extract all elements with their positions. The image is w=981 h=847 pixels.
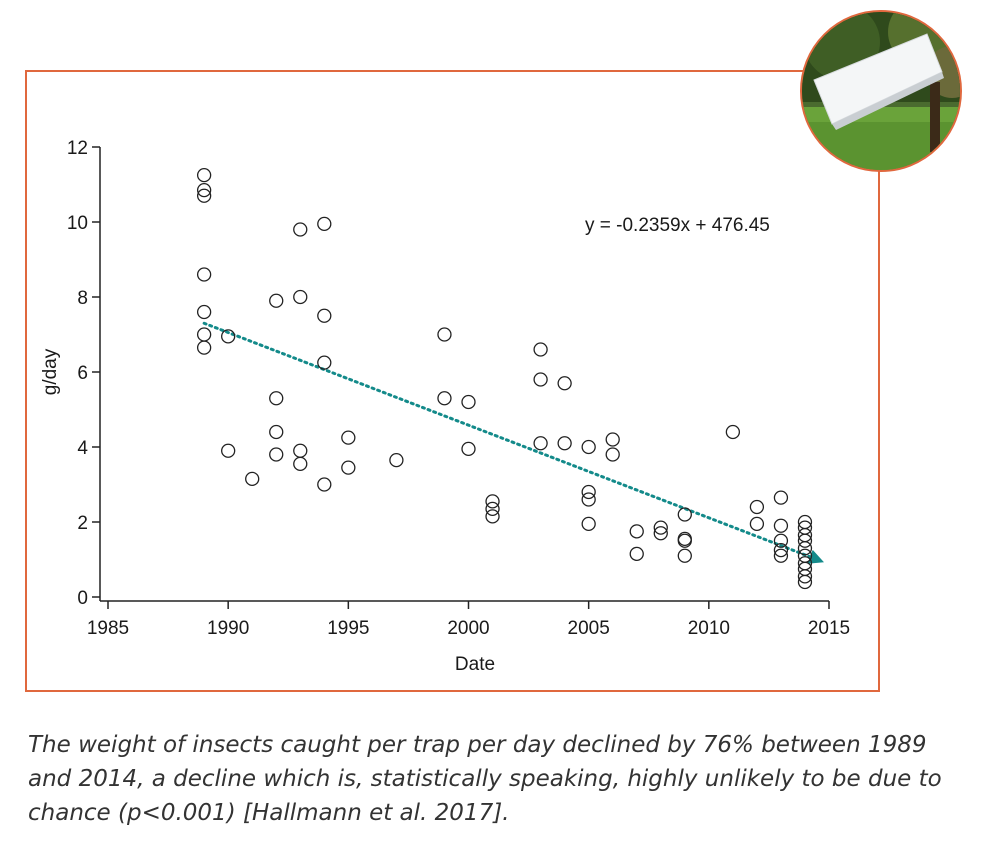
data-point	[269, 447, 284, 462]
data-point	[437, 327, 452, 342]
trap-photo-illustration	[802, 12, 960, 170]
data-point	[797, 569, 813, 584]
y-tick-label: 8	[77, 288, 88, 309]
data-point	[293, 222, 308, 237]
data-point	[533, 436, 548, 451]
data-point	[317, 355, 332, 370]
y-axis: 0 2 4 6 8 10 12	[67, 138, 101, 609]
y-tick-label: 6	[77, 363, 88, 384]
data-point	[196, 182, 212, 198]
data-point	[245, 471, 260, 487]
data-point	[293, 289, 308, 305]
data-point	[797, 514, 813, 530]
y-tick-label: 0	[77, 588, 88, 609]
data-point	[797, 520, 813, 535]
data-point	[797, 527, 813, 543]
data-point	[196, 340, 212, 355]
data-point	[749, 516, 765, 532]
x-axis-title: Date	[455, 654, 495, 675]
y-tick-label: 4	[77, 438, 88, 459]
data-point	[653, 520, 668, 535]
data-point	[317, 308, 332, 323]
data-point	[797, 541, 813, 556]
x-tick-label: 2015	[808, 618, 850, 639]
insect-trap-photo	[800, 10, 962, 172]
x-tick-label: 2005	[568, 618, 610, 639]
data-point	[605, 447, 620, 462]
data-point	[269, 424, 284, 440]
data-point	[389, 452, 404, 468]
data-point	[581, 439, 596, 455]
data-point	[773, 542, 789, 558]
data-point	[581, 516, 596, 532]
data-point	[317, 477, 332, 492]
data-point	[437, 391, 452, 406]
data-point	[773, 518, 789, 533]
data-point	[605, 432, 620, 447]
data-point	[797, 556, 813, 571]
x-tick-label: 1990	[207, 618, 249, 639]
trend-line	[202, 321, 824, 564]
data-point	[581, 484, 596, 500]
data-point	[196, 267, 212, 282]
data-point	[557, 376, 572, 391]
y-tick-label: 2	[77, 513, 88, 534]
y-axis-title: g/day	[40, 348, 61, 395]
chart-frame	[25, 70, 880, 692]
data-point	[653, 526, 668, 541]
x-tick-label: 1995	[327, 618, 369, 639]
data-point	[221, 443, 236, 458]
regression-equation: y = -0.2359x + 476.45	[585, 215, 770, 236]
data-point	[221, 329, 236, 344]
data-point	[773, 548, 789, 563]
data-point	[269, 391, 284, 406]
data-point	[533, 372, 548, 387]
data-point	[749, 499, 765, 515]
data-point	[725, 424, 741, 440]
data-point	[797, 561, 813, 577]
data-points	[196, 167, 813, 590]
data-point	[341, 460, 356, 475]
data-point	[629, 524, 644, 539]
data-point	[581, 492, 596, 507]
data-point	[773, 533, 789, 548]
data-point	[196, 167, 212, 183]
data-point	[269, 293, 284, 308]
data-point	[629, 546, 644, 562]
x-tick-label: 2010	[688, 618, 730, 639]
data-point	[533, 342, 548, 357]
data-point	[797, 533, 813, 548]
y-tick-label: 10	[67, 213, 88, 234]
data-point	[341, 430, 356, 445]
data-point	[485, 509, 500, 524]
x-tick-label: 1985	[87, 618, 129, 639]
data-point	[196, 327, 212, 342]
data-point	[293, 443, 308, 458]
x-axis: 1985 1990 1995 2000 2005 2010 2015	[87, 600, 850, 639]
data-point	[461, 441, 476, 457]
data-point	[485, 494, 500, 509]
data-point	[797, 574, 813, 590]
y-tick-label: 12	[67, 138, 88, 159]
data-point	[317, 216, 332, 232]
data-point	[773, 490, 789, 505]
figure-caption: The weight of insects caught per trap pe…	[28, 732, 942, 826]
data-point	[293, 456, 308, 472]
data-point	[677, 548, 692, 563]
data-point	[677, 533, 692, 548]
data-point	[677, 507, 692, 522]
data-point	[485, 501, 500, 517]
data-point	[461, 394, 476, 410]
data-point	[196, 304, 212, 320]
data-point	[196, 188, 212, 203]
data-point	[557, 436, 572, 451]
x-tick-label: 2000	[447, 618, 489, 639]
